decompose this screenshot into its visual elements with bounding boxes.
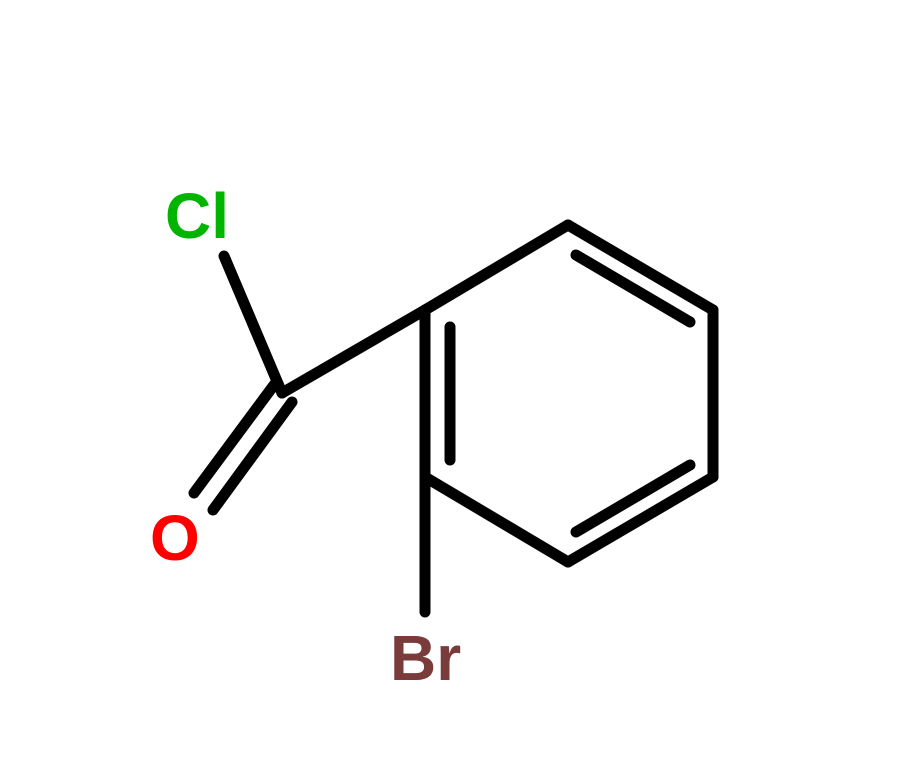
substituent-bonds — [194, 256, 425, 612]
molecule-diagram: Cl O Br — [0, 0, 897, 777]
benzene-ring — [425, 225, 713, 562]
atom-label-cl: Cl — [165, 180, 229, 252]
bond-c5-c6 — [425, 477, 568, 562]
bond-ring-carbonyl — [282, 310, 425, 393]
bond-c1-c2 — [425, 225, 568, 310]
atom-labels: Cl O Br — [150, 180, 461, 694]
atom-label-br: Br — [390, 622, 461, 694]
bond-c-cl — [224, 256, 282, 393]
atom-label-o: O — [150, 502, 200, 574]
